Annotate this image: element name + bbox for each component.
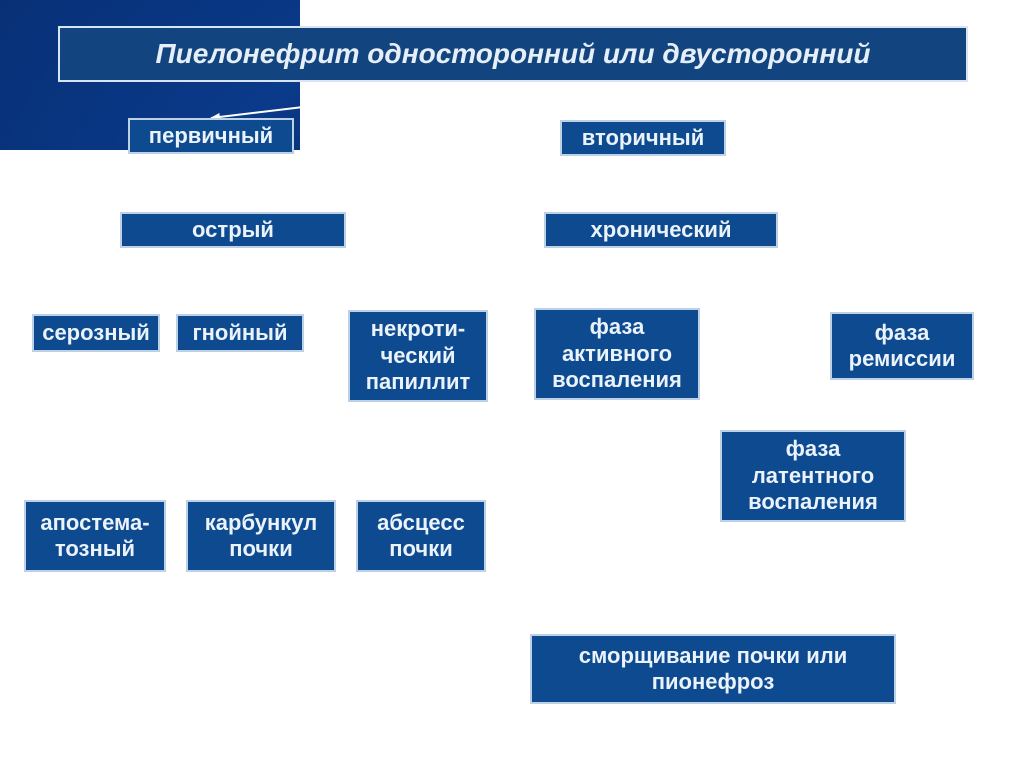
edge-secondary-chronic bbox=[643, 156, 661, 212]
edge-primary-acute bbox=[211, 154, 233, 212]
edge-secondary-acute bbox=[313, 156, 643, 212]
node-carbuncle: карбункул почки bbox=[186, 500, 336, 572]
node-acute: острый bbox=[120, 212, 346, 248]
edge-acute-serous bbox=[96, 248, 153, 314]
node-primary: первичный bbox=[128, 118, 294, 154]
edge-purulent-carbuncle bbox=[240, 352, 261, 500]
edge-active-latent bbox=[700, 384, 720, 476]
node-latent: фаза латентного воспаления bbox=[720, 430, 906, 522]
edge-chronic-active bbox=[617, 248, 621, 308]
edge-active-shrink bbox=[613, 400, 617, 634]
node-abscess: абсцесс почки bbox=[356, 500, 486, 572]
node-necrotic: некроти- ческий папиллит bbox=[348, 310, 488, 402]
node-serous: серозный bbox=[32, 314, 160, 352]
edge-acute-necrotic bbox=[323, 248, 418, 310]
edge-chronic-remission bbox=[751, 248, 902, 312]
edge-title-secondary bbox=[513, 82, 643, 120]
edge-chronic-latent bbox=[701, 248, 793, 430]
node-chronic: хронический bbox=[544, 212, 778, 248]
node-aposte: апостема- тозный bbox=[24, 500, 166, 572]
node-title: Пиелонефрит односторонний или двусторонн… bbox=[58, 26, 968, 82]
node-active: фаза активного воспаления bbox=[534, 308, 700, 400]
node-purulent: гнойный bbox=[176, 314, 304, 352]
node-shrink: сморщивание почки или пионефроз bbox=[530, 634, 896, 704]
node-secondary: вторичный bbox=[560, 120, 726, 156]
edge-acute-purulent bbox=[233, 248, 240, 314]
node-remission: фаза ремиссии bbox=[830, 312, 974, 380]
edge-purulent-aposte bbox=[95, 352, 240, 500]
